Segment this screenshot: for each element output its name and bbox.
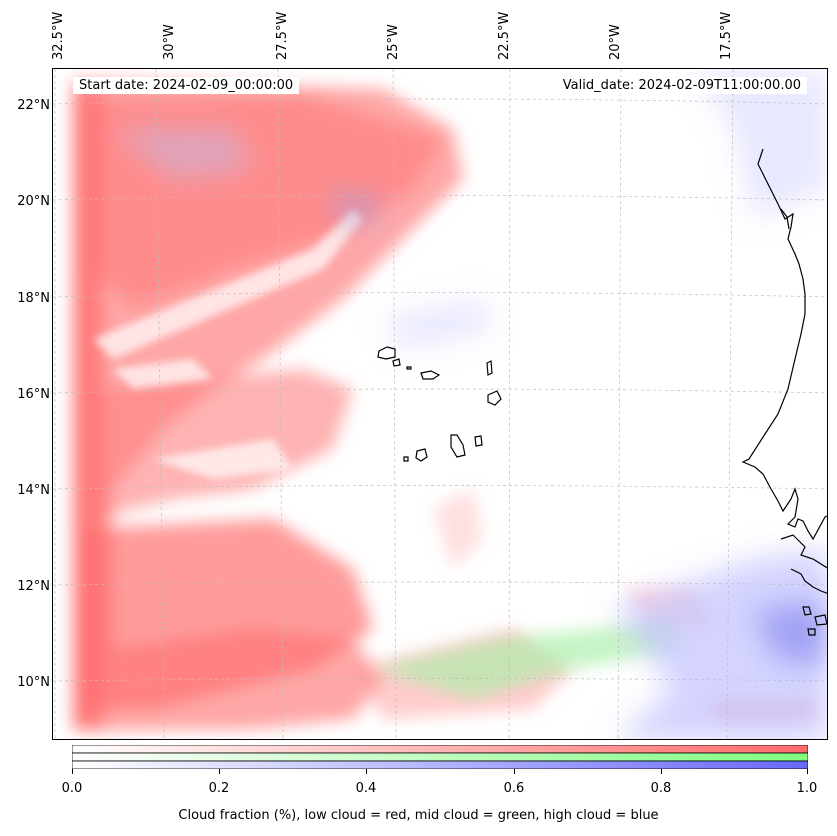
- colorbar-tickmark-2: [366, 769, 367, 774]
- graticule: [53, 69, 827, 739]
- lon-label-20w: 20°W: [608, 24, 623, 60]
- lon-label-27-5w: 27.5°W: [275, 11, 290, 60]
- low-cloud-band-mid: [93, 369, 353, 519]
- high-cloud-mid-streak: [383, 299, 493, 349]
- clear-streak-2: [153, 439, 293, 479]
- colorbar-tick-5: 1.0: [796, 781, 818, 796]
- coast-mauritania-senegal: [741, 148, 827, 541]
- bissagos-island-3: [807, 628, 816, 636]
- start-date-label: Start date: 2024-02-09_00:00:00: [73, 77, 300, 94]
- island-santa-luzia: [406, 366, 412, 370]
- colorbar-tick-3: 0.6: [503, 781, 525, 796]
- high-cloud-layer: [113, 69, 827, 739]
- colorbar-tick-0: 0.0: [61, 781, 83, 796]
- clear-streak-1: [93, 209, 363, 359]
- africa-coastline: [741, 148, 827, 636]
- colorbar-tickmark-0: [72, 769, 73, 774]
- high-cloud-north-streaks: [113, 129, 253, 179]
- high-cloud-north-streak-2: [333, 189, 383, 229]
- map-canvas: [53, 69, 827, 739]
- colorbar-tickmark-4: [661, 769, 662, 774]
- island-sal: [486, 360, 493, 376]
- cape-verde-islands: [377, 346, 502, 462]
- island-santo-antao: [377, 346, 396, 360]
- coast-gambia-guinea: [780, 534, 827, 569]
- lat-label-22n: 22°N: [17, 98, 50, 113]
- colorbar-tickmark-5: [807, 769, 808, 774]
- bissagos-islands: [802, 606, 812, 616]
- colorbar-tick-4: 0.8: [650, 781, 672, 796]
- valid-date-label: Valid_date: 2024-02-09T11:00:00.00: [556, 77, 807, 94]
- high-cloud-south-core: [753, 599, 827, 669]
- colorbar-tickmark-1: [219, 769, 220, 774]
- lat-label-14n: 14°N: [17, 483, 50, 498]
- island-boa-vista: [487, 390, 502, 406]
- bissagos-island-2: [814, 614, 827, 626]
- low-cloud-east-streak: [433, 489, 483, 569]
- lon-label-32-5w: 32.5°W: [51, 11, 66, 60]
- colorbar-low-cloud: [72, 745, 808, 754]
- island-sao-nicolau: [420, 370, 441, 380]
- map-panel[interactable]: Start date: 2024-02-09_00:00:00 Valid_da…: [52, 68, 828, 740]
- lon-label-30w: 30°W: [162, 24, 177, 60]
- island-maio: [474, 435, 483, 447]
- lon-label-25w: 25°W: [386, 24, 401, 60]
- coast-guinea-bissau: [790, 568, 827, 594]
- lat-label-18n: 18°N: [17, 291, 50, 306]
- colorbar: [72, 745, 808, 769]
- lon-label-17-5w: 17.5°W: [719, 11, 734, 60]
- high-cloud-northeast: [693, 69, 827, 219]
- lat-label-12n: 12°N: [17, 579, 50, 594]
- low-cloud-band-west-edge: [73, 89, 103, 729]
- colorbar-high-cloud: [72, 760, 808, 769]
- lat-label-20n: 20°N: [17, 194, 50, 209]
- island-brava: [403, 456, 409, 462]
- mid-cloud-band: [373, 619, 683, 699]
- mid-cloud-layer: [373, 619, 683, 699]
- lat-label-16n: 16°N: [17, 387, 50, 402]
- colorbar-tick-2: 0.4: [355, 781, 377, 796]
- clear-streak-3: [113, 359, 213, 389]
- island-sao-vicente: [392, 358, 401, 367]
- colorbar-label: Cloud fraction (%), low cloud = red, mid…: [178, 808, 659, 823]
- lon-label-22-5w: 22.5°W: [497, 11, 512, 60]
- colorbar-tickmark-3: [514, 769, 515, 774]
- colorbar-mid-cloud: [72, 752, 808, 762]
- colorbar-tick-1: 0.2: [208, 781, 230, 796]
- low-cloud-band-south: [83, 519, 373, 709]
- island-santiago: [450, 434, 466, 458]
- lat-label-10n: 10°N: [17, 675, 50, 690]
- clear-sky-streaks: [93, 209, 363, 479]
- island-fogo: [415, 448, 428, 462]
- cap-blanc: [780, 208, 790, 230]
- high-cloud-southeast: [613, 549, 827, 739]
